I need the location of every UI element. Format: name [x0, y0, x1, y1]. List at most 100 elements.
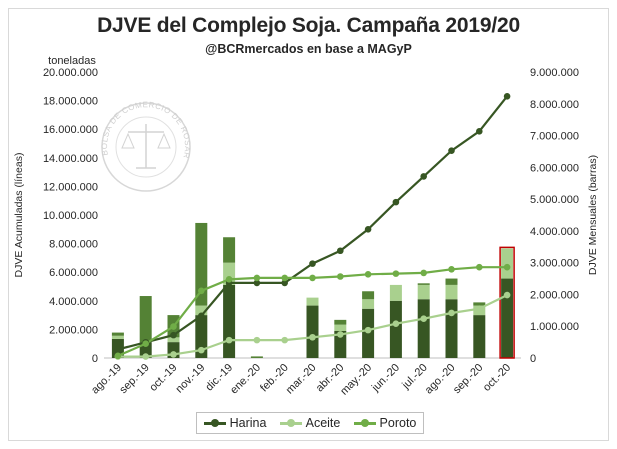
left-tick-label: 20.000.000	[43, 67, 98, 79]
point-aceite-jul-20	[420, 315, 428, 322]
point-poroto-may-20	[364, 271, 372, 278]
right-tick-label: 1.000.000	[530, 321, 579, 333]
unit-label: toneladas	[48, 55, 96, 67]
point-harina-jun-20	[392, 198, 400, 206]
x-tick-label: oct.-20	[481, 362, 513, 394]
point-poroto-nov-19	[198, 287, 205, 295]
legend-item-aceite: Aceite	[279, 416, 341, 430]
bar-poroto-sep-20	[473, 302, 486, 306]
legend-item-poroto: Poroto	[353, 416, 416, 430]
bar-harina-jul-20	[417, 299, 430, 358]
point-aceite-ene-20	[253, 336, 261, 344]
right-axis-title: DJVE Mensuales (barras)	[587, 155, 599, 275]
right-tick-label: 7.000.000	[530, 131, 579, 143]
point-poroto-abr-20	[337, 273, 344, 280]
bar-aceite-jun-20	[389, 284, 402, 301]
bar-harina-jun-20	[389, 300, 402, 358]
point-poroto-sep-20	[476, 263, 483, 271]
point-harina-oct-20	[503, 93, 511, 100]
left-tick-label: 10.000.000	[43, 210, 98, 222]
chart-frame	[8, 8, 609, 441]
x-tick-label: ene.-20	[228, 362, 263, 397]
x-tick-label: sep.-20	[451, 362, 485, 396]
point-poroto-oct-20	[503, 263, 511, 271]
point-poroto-sep-19	[142, 340, 149, 348]
right-tick-label: 8.000.000	[530, 99, 579, 111]
left-tick-label: 6.000.000	[49, 267, 98, 279]
bar-harina-ago-20	[445, 299, 458, 358]
right-tick-label: 3.000.000	[530, 258, 579, 270]
x-tick-label: ago.-19	[89, 362, 124, 397]
right-tick-label: 2.000.000	[530, 289, 579, 301]
point-poroto-jun-20	[392, 270, 400, 277]
point-poroto-ene-20	[253, 274, 261, 282]
legend: Harina Aceite Poroto	[196, 412, 424, 434]
x-tick-label: mar.-20	[284, 362, 319, 397]
point-poroto-jul-20	[420, 269, 428, 277]
point-harina-feb-20	[281, 279, 289, 287]
point-harina-nov-19	[198, 312, 205, 320]
chart-title: DJVE del Complejo Soja. Campaña 2019/20	[97, 14, 520, 37]
point-aceite-oct-20	[503, 291, 511, 299]
point-poroto-feb-20	[281, 274, 289, 282]
bar-poroto-ago-19	[111, 332, 124, 336]
point-poroto-dic-19	[225, 276, 233, 283]
point-harina-sep-20	[476, 128, 483, 135]
left-tick-label: 2.000.000	[49, 324, 98, 336]
left-tick-label: 14.000.000	[43, 153, 98, 165]
point-harina-mar-20	[309, 260, 316, 267]
point-aceite-may-20	[364, 326, 372, 334]
point-aceite-oct-19	[170, 351, 177, 358]
point-harina-abr-20	[337, 247, 344, 255]
bar-harina-oct-20	[501, 278, 514, 358]
legend-swatch-poroto	[353, 418, 376, 428]
bar-aceite-oct-20	[501, 248, 514, 279]
left-tick-label: 18.000.000	[43, 96, 98, 108]
bar-poroto-nov-19	[195, 222, 208, 306]
point-harina-ago-20	[448, 147, 455, 154]
right-tick-label: 6.000.000	[530, 162, 579, 174]
legend-swatch-aceite	[279, 418, 302, 428]
bar-aceite-ago-20	[445, 284, 458, 300]
right-tick-label: 4.000.000	[530, 226, 579, 238]
bar-aceite-jul-20	[417, 284, 430, 300]
x-tick-label: jun.-20	[369, 362, 402, 395]
bar-aceite-mar-20	[306, 297, 319, 306]
bar-aceite-ago-19	[111, 335, 124, 339]
point-aceite-abr-20	[337, 331, 344, 338]
point-harina-may-20	[364, 226, 372, 233]
legend-label-aceite: Aceite	[305, 416, 341, 430]
bar-aceite-nov-19	[195, 305, 208, 316]
bar-harina-nov-19	[195, 315, 208, 358]
point-aceite-ago-20	[448, 309, 455, 317]
point-poroto-oct-19	[170, 323, 177, 330]
point-aceite-mar-20	[309, 333, 316, 341]
point-harina-oct-19	[170, 331, 177, 339]
point-aceite-sep-20	[476, 305, 483, 312]
x-tick-label: ago.-20	[423, 362, 458, 397]
point-aceite-dic-19	[225, 336, 233, 344]
point-poroto-mar-20	[309, 274, 316, 282]
x-tick-label: sep.-19	[117, 362, 151, 396]
bar-poroto-jul-20	[417, 283, 430, 285]
x-tick-label: nov.-19	[174, 362, 208, 396]
chart-subtitle: @BCRmercados en base a MAGyP	[205, 42, 412, 56]
bar-harina-dic-19	[223, 284, 236, 358]
point-aceite-nov-19	[198, 346, 205, 354]
bar-aceite-may-20	[362, 299, 375, 309]
point-poroto-ago-20	[448, 266, 455, 273]
point-harina-ene-20	[253, 279, 261, 287]
left-tick-label: 12.000.000	[43, 181, 98, 193]
point-harina-ago-19	[114, 346, 122, 353]
right-tick-label: 0	[530, 353, 536, 365]
bar-harina-mar-20	[306, 305, 319, 358]
bar-poroto-dic-19	[223, 237, 236, 263]
left-tick-label: 0	[92, 353, 98, 365]
bar-poroto-sep-19	[139, 296, 152, 343]
bar-aceite-abr-20	[334, 324, 347, 331]
highlight-bar-outline	[499, 246, 515, 359]
left-axis-title: DJVE Acumuladas (líneas)	[13, 153, 25, 278]
x-tick-label: may.-20	[338, 362, 374, 398]
left-tick-label: 8.000.000	[49, 239, 98, 251]
